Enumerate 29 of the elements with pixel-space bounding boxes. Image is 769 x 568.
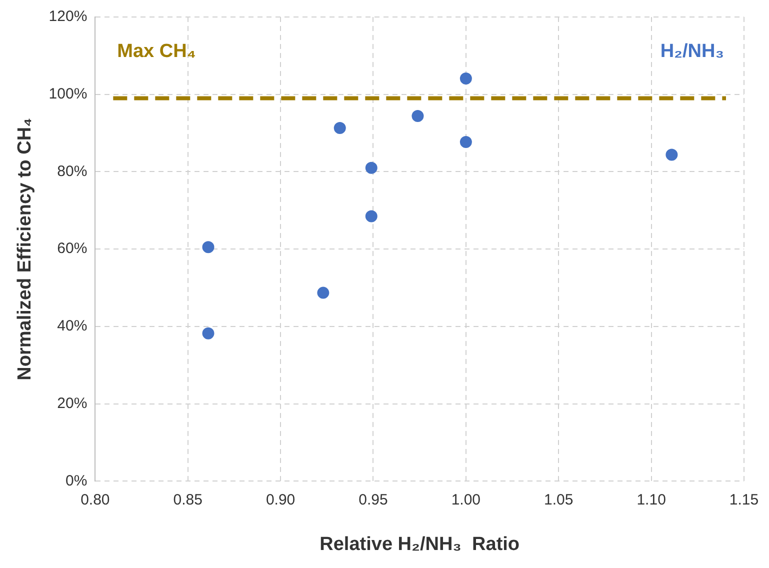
point [334,122,346,134]
x-tick-label: 1.10 [636,491,666,508]
point [460,136,472,148]
x-tick-label: 0.95 [358,491,388,508]
point [202,241,214,254]
y-axis-title: Normalized Efficiency to CH₄ [14,118,36,380]
point [365,162,378,174]
point [317,286,330,299]
y-tick-label: 100% [48,86,88,103]
point [202,327,214,340]
point [412,110,424,122]
point [365,210,378,222]
y-tick-label: 120% [48,8,88,26]
y-tick-label: 0% [65,472,88,490]
ref-line-label: Max CH₄ [117,41,196,62]
x-tick-label: 1.00 [451,491,481,508]
point [666,148,678,161]
point [460,72,472,85]
x-axis-title: Relative H₂/NH₃ Ratio [320,534,520,555]
x-tick-label: 0.85 [173,491,202,508]
y-tick-label: 40% [57,318,88,335]
x-tick-label: 0.90 [266,491,296,508]
y-tick-label: 60% [57,240,88,258]
text: H₂/NH₃ [660,41,724,62]
x-tick-label: 1.15 [729,491,759,508]
x-tick-label: 1.05 [544,491,574,508]
y-tick-label: 80% [57,162,88,180]
y-tick-label: 20% [57,394,88,412]
x-tick-label: 0.80 [80,491,110,508]
